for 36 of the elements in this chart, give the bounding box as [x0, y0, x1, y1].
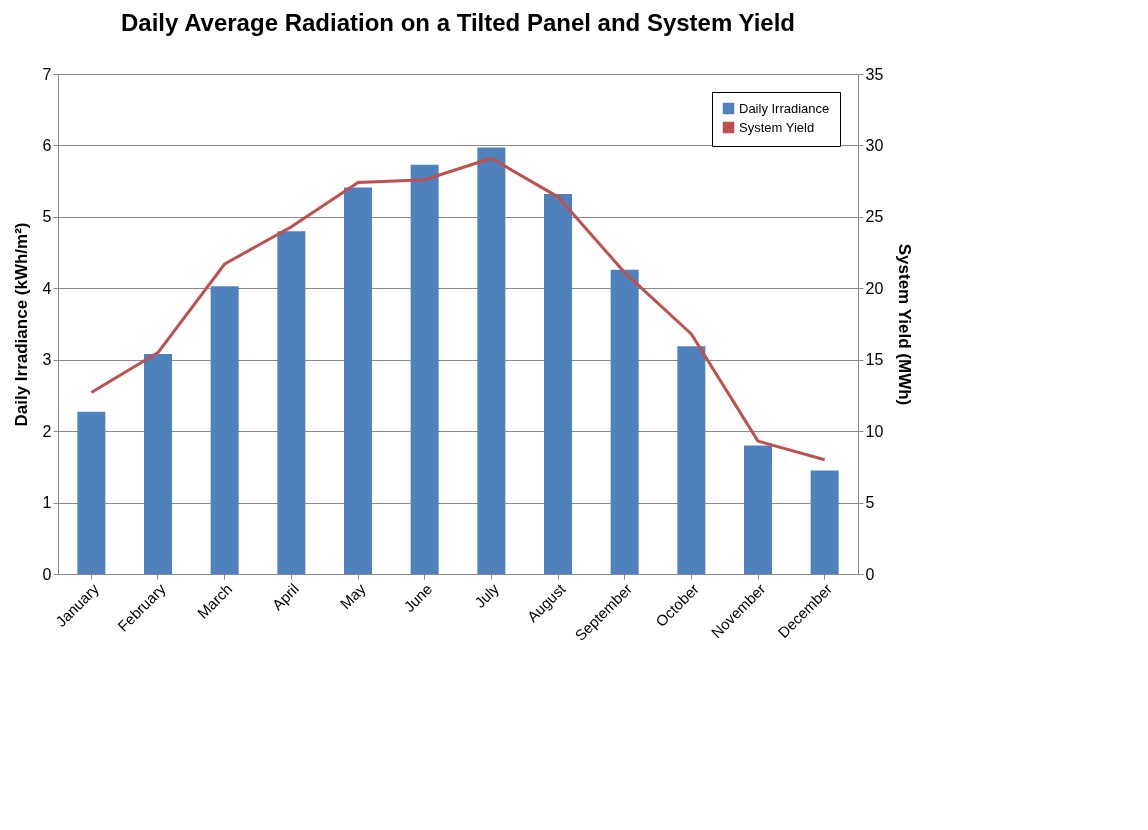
y-tick-label: 1 [42, 494, 52, 512]
y-tick-label: 2 [42, 422, 52, 440]
y2-tick-label: 25 [865, 208, 884, 226]
y2-tick-label: 10 [865, 422, 884, 440]
line-series [89, 156, 827, 462]
y2-tick-label: 15 [865, 351, 884, 369]
bar [410, 164, 439, 574]
bar [610, 269, 639, 574]
legend-label: Daily Irradiance [739, 100, 830, 116]
bar [810, 470, 839, 574]
bar [77, 411, 106, 574]
chart-title: Daily Average Radiation on a Tilted Panel and System Yield [121, 9, 795, 36]
bar [210, 286, 239, 574]
bar [477, 147, 506, 574]
y-tick-label: 7 [42, 65, 52, 83]
y-tick-label: 4 [42, 279, 52, 297]
bar [744, 445, 772, 574]
bar [544, 194, 572, 574]
y-tick-label: 0 [42, 565, 52, 583]
x-tick-label: May [336, 579, 369, 613]
y2-tick-label: 35 [865, 65, 884, 83]
y2-tick-label: 0 [865, 565, 875, 583]
y-axis-title: Daily Irradiance (kWh/m²) [11, 222, 31, 427]
legend-label: System Yield [739, 119, 815, 135]
bar [677, 346, 706, 574]
y2-tick-label: 30 [865, 136, 884, 154]
bar [144, 354, 172, 574]
y2-tick-label: 5 [865, 494, 875, 512]
bar [277, 231, 306, 574]
y2-axis-title: System Yield (MWh) [895, 243, 915, 406]
y-tick-label: 6 [42, 136, 52, 154]
y-tick-label: 5 [42, 208, 52, 226]
y2-tick-label: 20 [865, 279, 884, 297]
x-tick-label: July [471, 579, 503, 611]
y-tick-label: 3 [42, 351, 52, 369]
bar [344, 187, 372, 574]
